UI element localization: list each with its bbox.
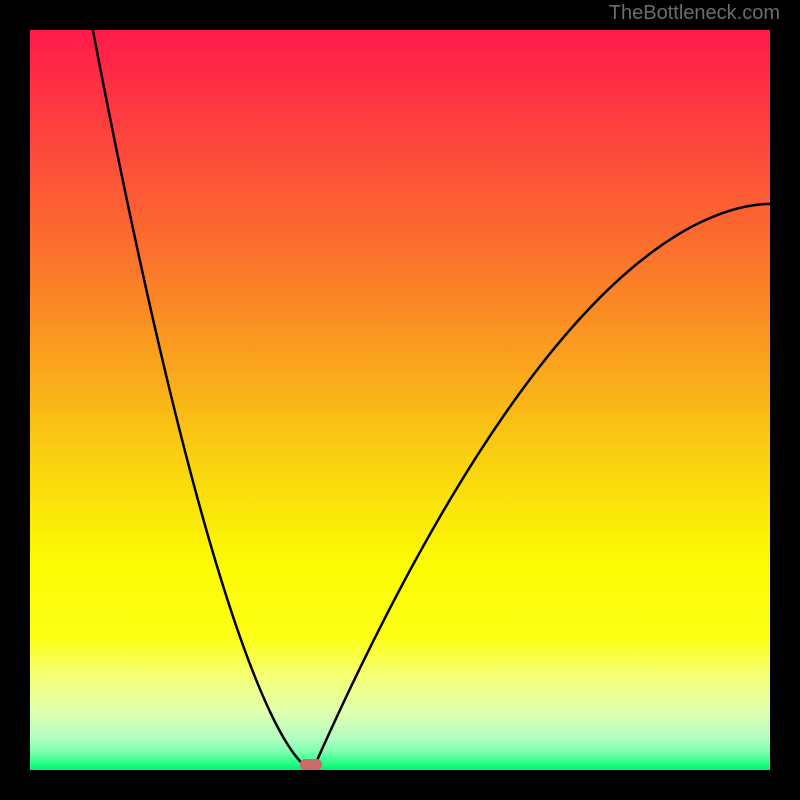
plot-area — [30, 30, 770, 770]
watermark-text: TheBottleneck.com — [609, 2, 780, 25]
curve-minimum-marker — [300, 759, 322, 770]
bottleneck-curve — [30, 30, 770, 770]
